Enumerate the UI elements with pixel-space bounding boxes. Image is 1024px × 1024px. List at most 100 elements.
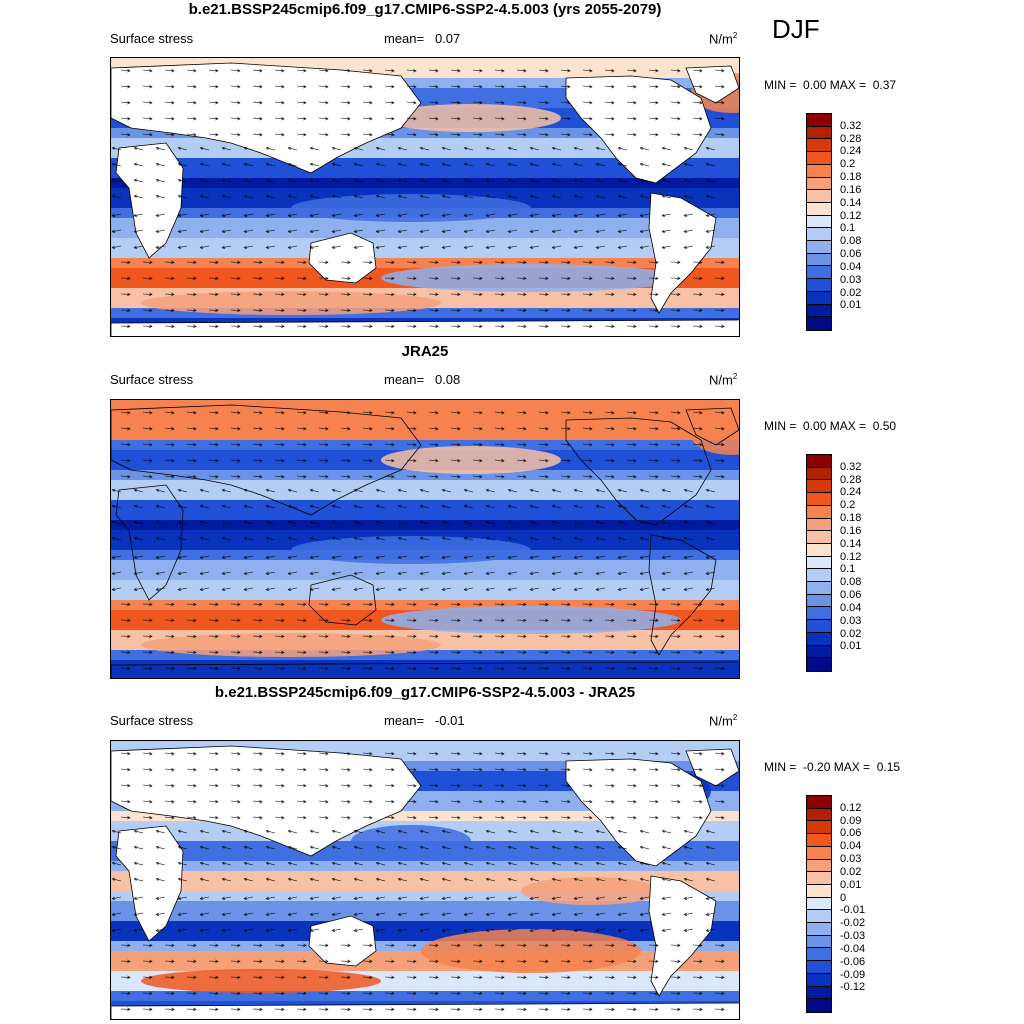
wind-vector-head [215,132,219,137]
wind-vector [670,117,681,120]
wind-vector [222,163,232,167]
wind-vector-head [127,442,131,447]
wind-vector-head [391,308,395,313]
panel-3-max-label: MAX = [833,760,871,774]
wind-vector [252,443,263,446]
wind-vector [626,69,637,72]
wind-vector-head [221,520,226,525]
wind-vector-head [633,308,637,313]
wind-vector-head [111,829,116,834]
wind-vector [618,537,628,541]
wind-vector [288,245,298,249]
wind-vector-head [501,815,505,820]
wind-vector-head [677,602,681,607]
wind-vector [648,85,659,88]
wind-vector [714,133,725,136]
wind-vector-head [287,194,292,199]
wind-vector-head [639,829,644,834]
wind-vector [318,752,329,755]
wind-vector-head [721,324,725,329]
wind-vector-head [177,178,182,183]
wind-vector [134,229,144,233]
wind-vector [472,85,483,88]
wind-vector [208,101,219,104]
wind-vector-head [435,260,439,265]
wind-vector [332,846,342,850]
wind-vector-head [567,799,571,804]
wind-vector [398,830,408,834]
wind-vector-head [155,555,160,559]
wind-vector-head [221,877,226,882]
wind-vector-head [595,146,600,151]
wind-vector-head [699,650,703,655]
wind-vector [384,768,395,771]
wind-vector [406,133,417,136]
wind-vector [164,117,175,120]
wind-vector-head [677,426,681,431]
wind-vector-head [683,861,688,866]
wind-vector-head [457,132,461,137]
wind-vector [244,912,254,916]
wind-vector-head [221,555,226,559]
wind-vector [178,147,188,151]
wind-vector-head [567,410,571,415]
wind-vector-head [309,861,314,866]
wind-vector-head [243,194,248,199]
wind-vector [406,69,417,72]
wind-vector [274,85,285,88]
wind-vector-head [589,959,593,964]
wind-vector [508,195,518,199]
wind-vector [684,163,694,167]
wind-vector-head [177,845,182,850]
wind-vector-head [199,146,204,151]
wind-vector [230,411,241,414]
wind-vector-head [221,162,226,167]
wind-vector [494,427,505,430]
wind-vector [420,555,430,559]
wind-vector-head [523,276,527,281]
wind-vector-head [237,618,241,623]
wind-vector [208,69,219,72]
wind-vector-head [683,555,688,559]
wind-vector-head [281,458,285,463]
wind-vector-head [391,1007,395,1012]
wind-vector [442,555,452,559]
wind-vector [332,489,342,493]
wind-vector-head [485,213,490,217]
wind-vector [574,928,584,932]
wind-vector-head [545,410,549,415]
wind-vector-head [237,602,241,607]
wind-vector-head [127,618,131,623]
wind-vector-head [243,896,248,900]
wind-vector-head [529,229,534,233]
panel-3-map [110,740,740,1020]
field-band [111,168,739,179]
field-band [111,520,739,531]
colorbar-swatch [807,859,831,873]
wind-vector [112,555,122,559]
colorbar-swatch [807,594,831,608]
wind-vector-head [369,666,373,671]
wind-vector-head [281,324,285,329]
wind-vector-head [221,861,226,866]
wind-vector-head [435,442,439,447]
wind-vector [560,768,571,771]
wind-vector-head [567,618,571,623]
wind-vector-head [199,829,204,834]
wind-vector [244,505,254,509]
wind-vector-head [149,426,153,431]
panel-2-min-value: 0.00 [803,419,827,433]
wind-vector-head [589,84,593,89]
wind-vector [310,896,320,900]
wind-vector [340,101,351,104]
wind-vector-head [127,634,131,639]
wind-vector-head [501,276,505,281]
wind-vector [362,752,373,755]
wind-vector-head [589,426,593,431]
wind-vector [266,179,276,183]
wind-vector-head [661,587,666,591]
wind-vector-head [193,767,197,772]
wind-vector-head [413,959,417,964]
wind-vector [596,147,606,151]
wind-vector-head [639,896,644,900]
